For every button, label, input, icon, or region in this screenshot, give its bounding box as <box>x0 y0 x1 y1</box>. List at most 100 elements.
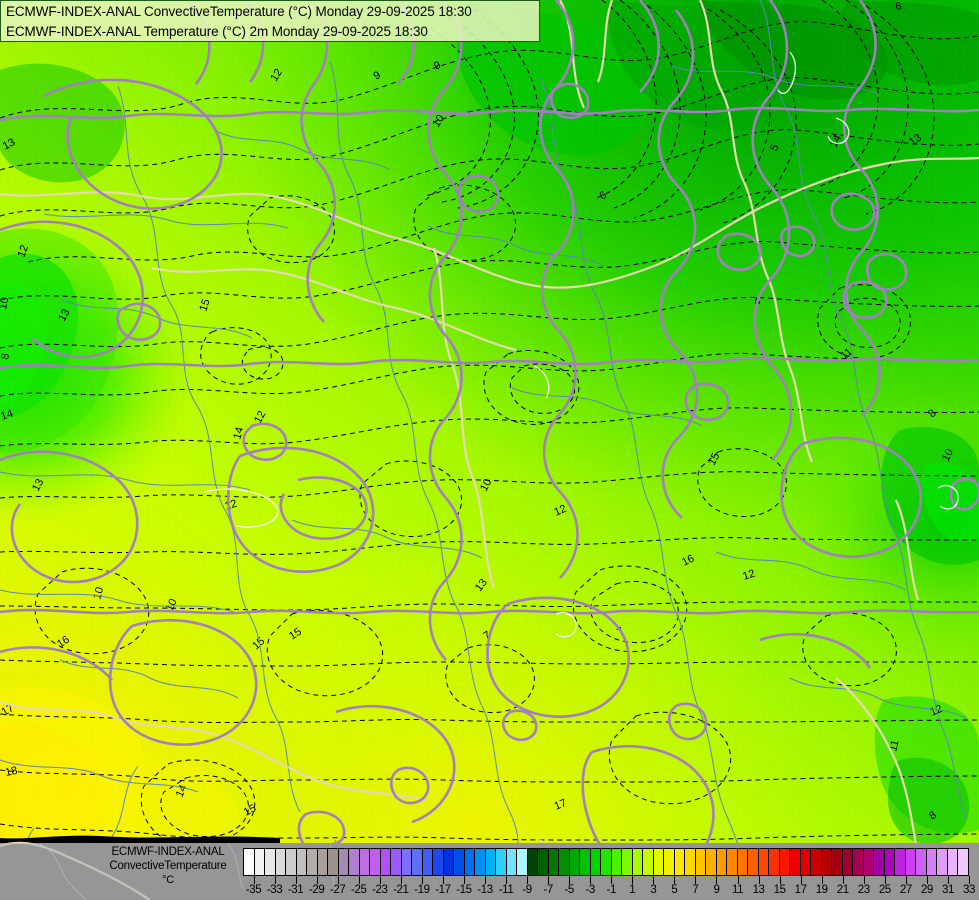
colorbar-tick <box>632 876 634 884</box>
colorbar-tick <box>548 876 550 884</box>
colorbar-cell[interactable] <box>895 849 906 875</box>
colorbar-cell[interactable] <box>643 849 654 875</box>
colorbar-tick <box>779 876 781 884</box>
colorbar-tick <box>926 876 928 884</box>
colorbar-cell[interactable] <box>401 849 412 875</box>
colorbar-cell[interactable] <box>527 849 538 875</box>
colorbar-cell[interactable] <box>685 849 696 875</box>
colorbar-tick-label: 25 <box>878 884 891 896</box>
colorbar-cell[interactable] <box>317 849 328 875</box>
colorbar-cell[interactable] <box>538 849 549 875</box>
svg-text:16: 16 <box>55 634 72 651</box>
colorbar-cell[interactable] <box>800 849 811 875</box>
colorbar-cell[interactable] <box>496 849 507 875</box>
colorbar-cell[interactable] <box>716 849 727 875</box>
colorbar-tick <box>969 876 970 884</box>
colorbar-cell[interactable] <box>779 849 790 875</box>
coastline-fragments <box>203 51 959 638</box>
colorbar-cell[interactable] <box>653 849 664 875</box>
colorbar-cell[interactable] <box>863 849 874 875</box>
colorbar-cell[interactable] <box>884 849 895 875</box>
colorbar-cell[interactable] <box>853 849 864 875</box>
colorbar-tick-label: -15 <box>456 884 472 896</box>
colorbar-cell[interactable] <box>569 849 580 875</box>
svg-text:10: 10 <box>91 586 106 601</box>
colorbar-cell[interactable] <box>926 849 937 875</box>
colorbar-cell[interactable] <box>475 849 486 875</box>
colorbar-tick-label: -5 <box>564 884 574 896</box>
svg-text:12: 12 <box>928 703 944 719</box>
colorbar-cell[interactable] <box>748 849 759 875</box>
colorbar-cell[interactable] <box>727 849 738 875</box>
colorbar-cell[interactable] <box>947 849 958 875</box>
colorbar-cell[interactable] <box>296 849 307 875</box>
svg-text:15: 15 <box>242 802 258 818</box>
isotherm-contours <box>0 0 979 845</box>
colorbar-cell[interactable] <box>674 849 685 875</box>
colorbar-cell[interactable] <box>821 849 832 875</box>
colorbar-tick <box>485 876 486 884</box>
colorbar-cell[interactable] <box>832 849 843 875</box>
colorbar-cell[interactable] <box>874 849 885 875</box>
administrative-borders <box>0 0 979 845</box>
colorbar-cell[interactable] <box>916 849 927 875</box>
colorbar-cell[interactable] <box>506 849 517 875</box>
colorbar-cell[interactable] <box>275 849 286 875</box>
colorbar-tick-label: -29 <box>308 884 325 896</box>
colorbar-cell[interactable] <box>370 849 381 875</box>
colorbar-cell[interactable] <box>380 849 391 875</box>
svg-text:10: 10 <box>430 113 447 130</box>
colorbar-cell[interactable] <box>664 849 675 875</box>
colorbar-cell[interactable] <box>559 849 570 875</box>
svg-text:14: 14 <box>0 408 15 423</box>
colorbar-tick-labels: -35 -33 -31 -29 -27 -25 -23 -21 -19 -17 -15 -13 -11-… <box>243 882 976 898</box>
colorbar-cell[interactable] <box>811 849 822 875</box>
isotherm-labels: 13 12 10 8 14 13 17 18 16 13 10 10 14 15… <box>0 0 956 822</box>
svg-text:14: 14 <box>828 133 844 149</box>
colorbar-cell[interactable] <box>443 849 454 875</box>
colorbar-cell[interactable] <box>338 849 349 875</box>
colorbar-cell[interactable] <box>758 849 769 875</box>
colorbar-cell[interactable] <box>433 849 444 875</box>
colorbar-cell[interactable] <box>328 849 339 875</box>
colorbar-cell[interactable] <box>265 849 276 875</box>
colorbar-swatches[interactable] <box>243 848 969 876</box>
svg-text:15: 15 <box>287 626 304 643</box>
colorbar-cell[interactable] <box>790 849 801 875</box>
colorbar-cell[interactable] <box>842 849 853 875</box>
colorbar-cell[interactable] <box>601 849 612 875</box>
colorbar-cell[interactable] <box>422 849 433 875</box>
colorbar-cell[interactable] <box>905 849 916 875</box>
svg-text:12: 12 <box>252 409 268 425</box>
colorbar-cell[interactable] <box>548 849 559 875</box>
colorbar-cell[interactable] <box>611 849 622 875</box>
svg-text:13: 13 <box>1 136 17 152</box>
colorbar-cell[interactable] <box>349 849 360 875</box>
svg-text:17: 17 <box>553 797 569 813</box>
colorbar-cell[interactable] <box>454 849 465 875</box>
colorbar-cell[interactable] <box>485 849 496 875</box>
colorbar-cell[interactable] <box>695 849 706 875</box>
colorbar-cell[interactable] <box>622 849 633 875</box>
colorbar-cell[interactable] <box>391 849 402 875</box>
colorbar-cell[interactable] <box>412 849 423 875</box>
colorbar-cell[interactable] <box>937 849 948 875</box>
colorbar-cell[interactable] <box>769 849 780 875</box>
colorbar-cell[interactable] <box>706 849 717 875</box>
colorbar-cell[interactable] <box>517 849 528 875</box>
colorbar-tick <box>295 876 297 884</box>
colorbar-cell[interactable] <box>632 849 643 875</box>
colorbar-cell[interactable] <box>464 849 475 875</box>
colorbar-wrapper[interactable]: -35 -33 -31 -29 -27 -25 -23 -21 -19 -17 -15 -13 -11-… <box>243 848 976 898</box>
colorbar-tick <box>569 876 571 884</box>
colorbar-cell[interactable] <box>359 849 370 875</box>
colorbar-cell[interactable] <box>254 849 265 875</box>
colorbar-cell[interactable] <box>958 849 968 875</box>
colorbar-cell[interactable] <box>590 849 601 875</box>
colorbar-cell[interactable] <box>307 849 318 875</box>
colorbar-cell[interactable] <box>286 849 297 875</box>
colorbar-cell[interactable] <box>244 849 255 875</box>
colorbar-cell[interactable] <box>737 849 748 875</box>
colorbar-cell[interactable] <box>580 849 591 875</box>
